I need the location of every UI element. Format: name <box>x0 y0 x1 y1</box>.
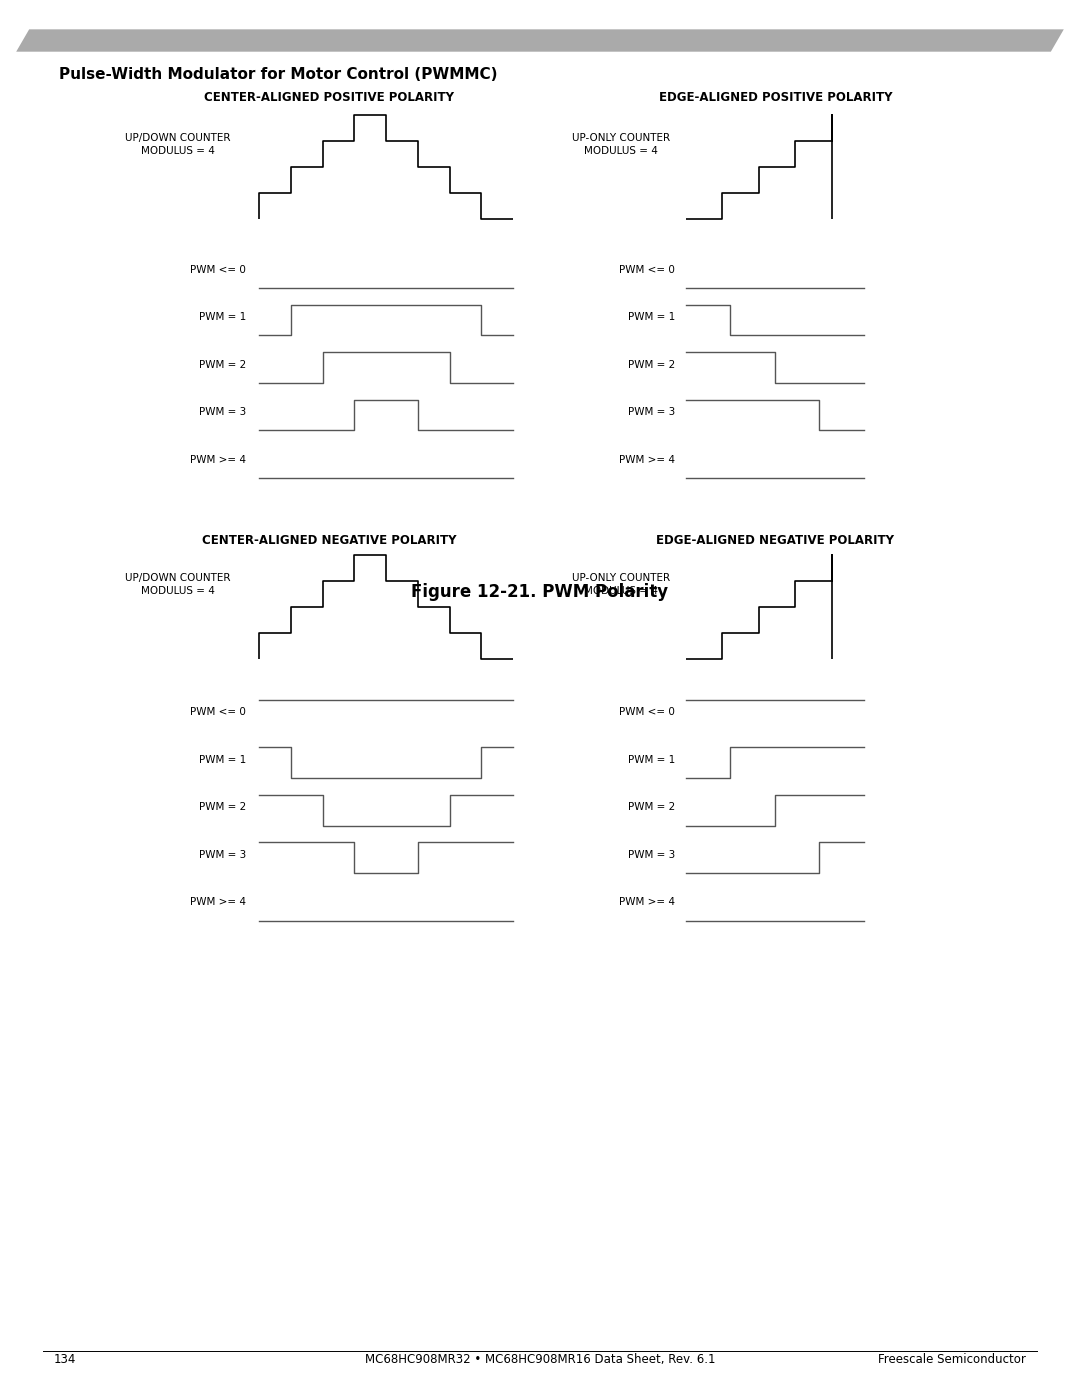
Text: Pulse-Width Modulator for Motor Control (PWMMC): Pulse-Width Modulator for Motor Control … <box>59 67 498 82</box>
Text: PWM = 2: PWM = 2 <box>627 802 675 813</box>
Text: UP/DOWN COUNTER
MODULUS = 4: UP/DOWN COUNTER MODULUS = 4 <box>125 133 231 156</box>
Text: EDGE-ALIGNED NEGATIVE POLARITY: EDGE-ALIGNED NEGATIVE POLARITY <box>657 534 894 546</box>
Text: PWM = 1: PWM = 1 <box>627 754 675 766</box>
Text: PWM = 1: PWM = 1 <box>627 312 675 323</box>
Text: PWM <= 0: PWM <= 0 <box>190 707 246 718</box>
Polygon shape <box>16 29 1064 52</box>
Text: UP/DOWN COUNTER
MODULUS = 4: UP/DOWN COUNTER MODULUS = 4 <box>125 573 231 597</box>
Text: CENTER-ALIGNED POSITIVE POLARITY: CENTER-ALIGNED POSITIVE POLARITY <box>204 91 455 103</box>
Text: PWM = 3: PWM = 3 <box>199 849 246 861</box>
Text: PWM = 2: PWM = 2 <box>199 359 246 370</box>
Text: UP-ONLY COUNTER
MODULUS = 4: UP-ONLY COUNTER MODULUS = 4 <box>572 133 670 156</box>
Text: PWM = 1: PWM = 1 <box>199 312 246 323</box>
Text: UP-ONLY COUNTER
MODULUS = 4: UP-ONLY COUNTER MODULUS = 4 <box>572 573 670 597</box>
Text: PWM >= 4: PWM >= 4 <box>619 897 675 908</box>
Text: PWM >= 4: PWM >= 4 <box>190 454 246 465</box>
Text: PWM = 3: PWM = 3 <box>627 849 675 861</box>
Text: PWM = 1: PWM = 1 <box>199 754 246 766</box>
Text: EDGE-ALIGNED POSITIVE POLARITY: EDGE-ALIGNED POSITIVE POLARITY <box>659 91 892 103</box>
Text: PWM = 2: PWM = 2 <box>199 802 246 813</box>
Text: Figure 12-21. PWM Polarity: Figure 12-21. PWM Polarity <box>411 583 669 601</box>
Text: CENTER-ALIGNED NEGATIVE POLARITY: CENTER-ALIGNED NEGATIVE POLARITY <box>202 534 457 546</box>
Text: PWM = 3: PWM = 3 <box>199 407 246 418</box>
Text: PWM >= 4: PWM >= 4 <box>619 454 675 465</box>
Text: PWM <= 0: PWM <= 0 <box>619 707 675 718</box>
Text: PWM = 3: PWM = 3 <box>627 407 675 418</box>
Text: PWM <= 0: PWM <= 0 <box>619 264 675 275</box>
Text: PWM >= 4: PWM >= 4 <box>190 897 246 908</box>
Text: PWM <= 0: PWM <= 0 <box>190 264 246 275</box>
Text: 134: 134 <box>54 1354 77 1366</box>
Text: Freescale Semiconductor: Freescale Semiconductor <box>878 1354 1026 1366</box>
Text: MC68HC908MR32 • MC68HC908MR16 Data Sheet, Rev. 6.1: MC68HC908MR32 • MC68HC908MR16 Data Sheet… <box>365 1354 715 1366</box>
Text: PWM = 2: PWM = 2 <box>627 359 675 370</box>
